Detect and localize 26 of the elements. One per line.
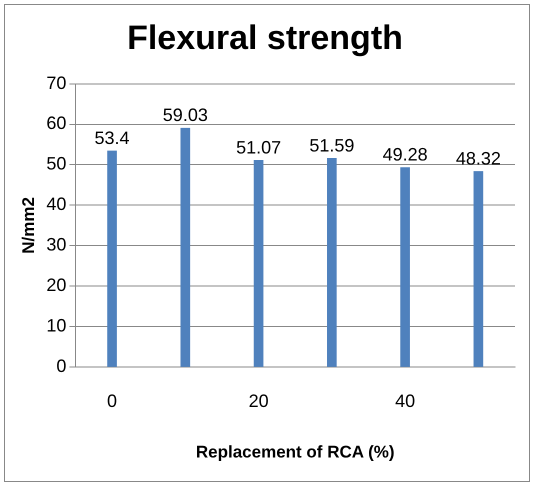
- y-tick-label: 0: [56, 356, 66, 376]
- y-tick-label: 60: [46, 113, 66, 134]
- data-label: 49.28: [382, 144, 428, 165]
- y-tick-label: 70: [46, 72, 66, 93]
- y-axis-title: N/mm2: [18, 197, 38, 254]
- data-label: 53.4: [94, 128, 130, 148]
- y-tick-label: 10: [46, 316, 66, 336]
- data-label: 59.03: [162, 105, 208, 126]
- bar: [180, 128, 190, 367]
- y-tick-label: 20: [46, 275, 66, 296]
- bar: [474, 171, 484, 367]
- x-tick-label: 40: [395, 390, 416, 411]
- bar: [400, 167, 410, 367]
- data-label: 51.07: [236, 137, 282, 158]
- y-tick-label: 50: [46, 154, 66, 174]
- bar: [107, 150, 117, 367]
- x-tick-label: 0: [107, 390, 118, 411]
- chart-title: Flexural strength: [127, 18, 403, 57]
- bar: [254, 160, 264, 367]
- data-label: 51.59: [309, 135, 354, 156]
- x-axis-title: Replacement of RCA (%): [196, 442, 395, 462]
- y-tick-label: 40: [46, 194, 66, 214]
- y-tick-label: 30: [46, 234, 66, 255]
- data-label: 48.32: [456, 148, 501, 168]
- bar: [327, 158, 337, 367]
- x-tick-label: 20: [248, 390, 269, 411]
